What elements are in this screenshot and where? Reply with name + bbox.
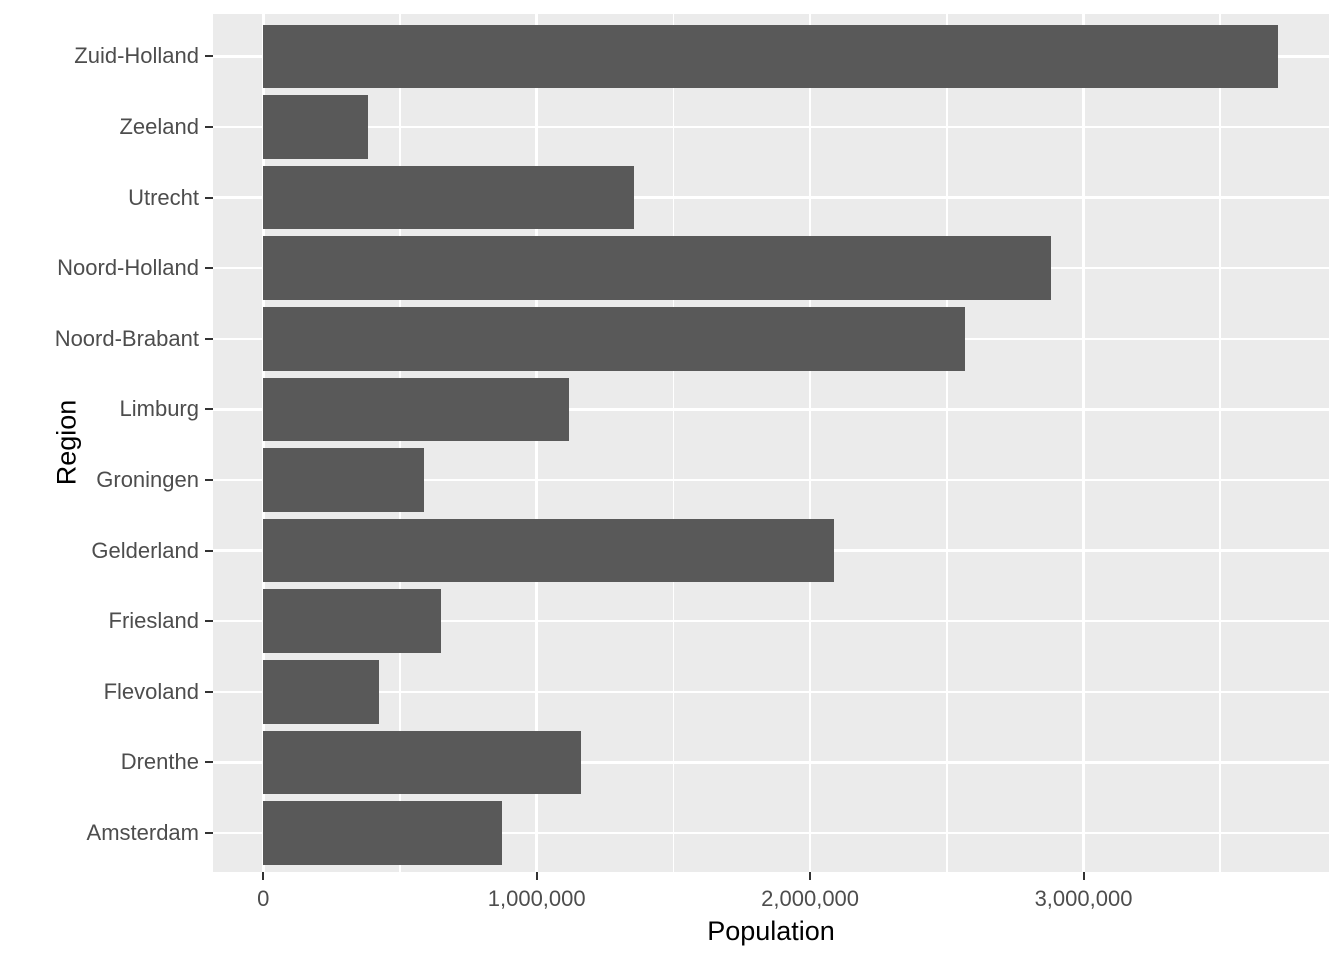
y-tick-mark bbox=[205, 479, 213, 481]
gridline-minor-vertical bbox=[399, 14, 401, 872]
gridline-major-horizontal bbox=[213, 690, 1329, 694]
x-tick-label-0: 0 bbox=[257, 886, 270, 911]
gridline-minor-vertical bbox=[1219, 14, 1221, 872]
y-tick-label-flevoland: Flevoland bbox=[103, 678, 199, 704]
bar-zuid-holland bbox=[263, 24, 1278, 89]
y-tick-mark bbox=[205, 337, 213, 340]
bar-amsterdam bbox=[263, 801, 503, 865]
gridline-major-vertical bbox=[262, 14, 265, 872]
x-tick-label-1: 1,000,000 bbox=[487, 886, 586, 911]
gridline-major-horizontal bbox=[213, 196, 1329, 199]
y-tick-label-zeeland: Zeeland bbox=[119, 114, 199, 139]
gridline-major-vertical bbox=[1082, 14, 1085, 872]
y-tick-label-amsterdam: Amsterdam bbox=[86, 820, 199, 845]
x-tick-mark bbox=[1082, 872, 1085, 880]
gridline-minor-vertical bbox=[672, 14, 675, 872]
gridline-major-horizontal bbox=[213, 478, 1329, 482]
bar-gelderland bbox=[263, 518, 835, 583]
chart-panel bbox=[213, 14, 1329, 872]
bar-drenthe bbox=[263, 730, 581, 795]
y-tick-label-zuid-holland: Zuid-Holland bbox=[74, 43, 199, 69]
bar-flevoland bbox=[263, 660, 379, 724]
bar-friesland bbox=[263, 589, 441, 653]
y-tick-mark bbox=[205, 620, 213, 623]
x-tick-label-2: 2,000,000 bbox=[761, 886, 860, 911]
gridline-major-horizontal bbox=[213, 831, 1329, 835]
x-tick-mark bbox=[535, 872, 538, 880]
gridline-major-horizontal bbox=[213, 761, 1329, 764]
y-tick-mark bbox=[205, 196, 213, 199]
gridline-minor-vertical bbox=[946, 14, 948, 872]
bar-limburg bbox=[263, 377, 570, 442]
y-tick-label-friesland: Friesland bbox=[108, 608, 199, 634]
y-tick-label-groningen: Groningen bbox=[96, 467, 199, 492]
bar-utrecht bbox=[263, 165, 635, 230]
y-tick-mark bbox=[205, 690, 213, 693]
x-tick-label-3: 3,000,000 bbox=[1034, 886, 1133, 911]
bar-groningen bbox=[263, 448, 425, 512]
gridline-major-horizontal bbox=[213, 125, 1329, 129]
gridline-major-vertical bbox=[808, 14, 812, 872]
y-tick-label-limburg: Limburg bbox=[119, 396, 199, 422]
y-tick-mark bbox=[205, 55, 213, 58]
gridline-major-horizontal bbox=[213, 408, 1329, 411]
gridline-major-vertical bbox=[535, 14, 538, 872]
bar-noord-brabant bbox=[263, 307, 966, 371]
y-tick-mark bbox=[205, 549, 213, 552]
bar-zeeland bbox=[263, 95, 369, 159]
y-tick-label-noord-brabant: Noord-Brabant bbox=[54, 325, 199, 351]
y-tick-label-gelderland: Gelderland bbox=[91, 537, 199, 563]
x-axis-title: Population bbox=[707, 916, 835, 946]
x-tick-mark bbox=[262, 872, 265, 880]
y-tick-label-noord-holland: Noord-Holland bbox=[57, 255, 199, 281]
bar-noord-holland bbox=[263, 236, 1051, 300]
y-tick-mark bbox=[205, 761, 213, 764]
y-tick-mark bbox=[205, 126, 213, 128]
x-tick-mark bbox=[809, 872, 812, 880]
y-tick-label-drenthe: Drenthe bbox=[120, 749, 199, 775]
y-tick-mark bbox=[205, 267, 213, 270]
y-tick-mark bbox=[205, 408, 213, 411]
gridline-major-horizontal bbox=[213, 619, 1329, 623]
y-tick-label-utrecht: Utrecht bbox=[128, 184, 199, 210]
y-tick-mark bbox=[205, 832, 213, 834]
